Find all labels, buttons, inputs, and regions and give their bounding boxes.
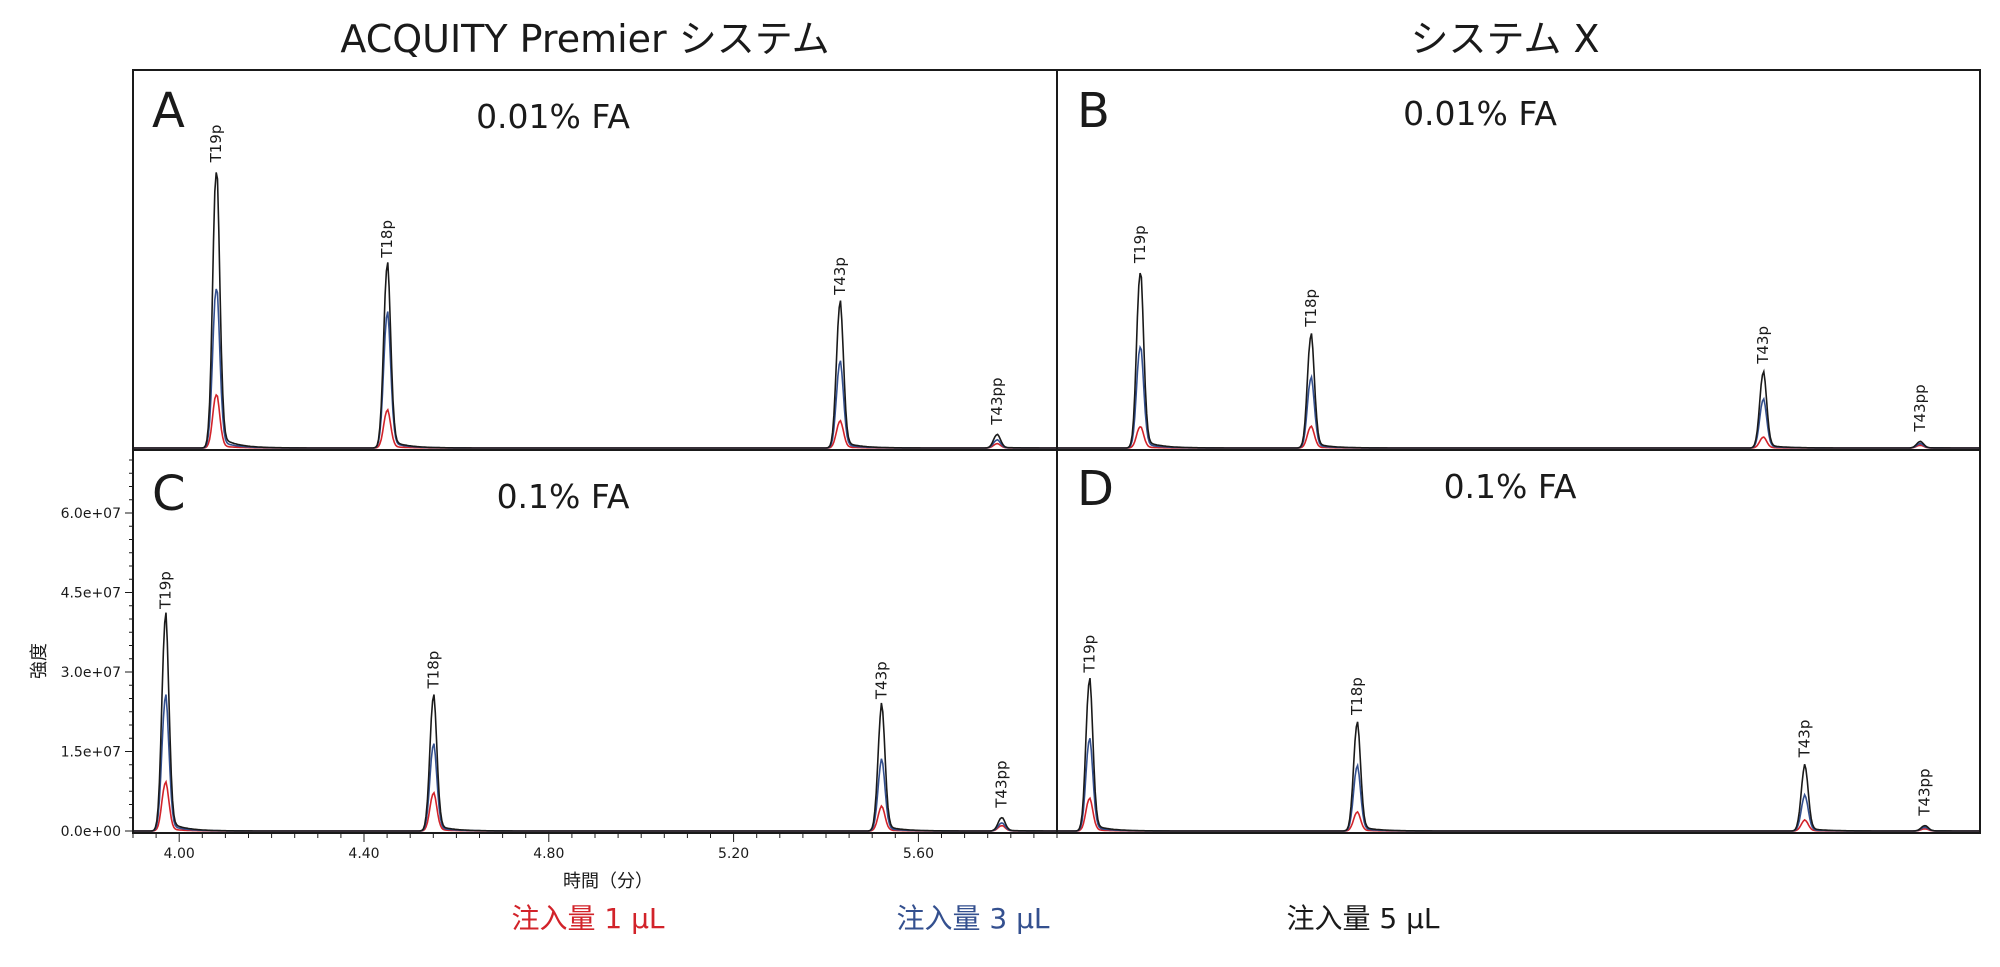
trace-1ul — [1057, 424, 1980, 449]
x-tick-label: 4.40 — [348, 846, 379, 862]
y-axis-label: 強度 — [29, 643, 50, 679]
peak-label: T19p — [156, 571, 174, 610]
trace-5ul — [133, 612, 1057, 832]
peak-label: T18p — [424, 651, 442, 690]
peak-label: T18p — [1302, 289, 1320, 328]
peak-label: T43pp — [1916, 768, 1934, 816]
x-tick-label: 5.60 — [903, 846, 934, 862]
panel-condition: 0.1% FA — [1444, 467, 1577, 506]
trace-3ul — [133, 288, 1057, 449]
peak-label: T18p — [1348, 677, 1366, 716]
trace-5ul — [1057, 677, 1980, 832]
x-axis: 4.00 4.40 4.80 5.20 5.60 — [132, 833, 1058, 862]
peak-label: T43p — [1754, 326, 1772, 365]
x-axis-label: 時間（分） — [563, 871, 653, 892]
legend-item-5ul: 注入量 5 μL — [1286, 902, 1439, 935]
panel-letter: A — [152, 83, 185, 139]
panel-condition: 0.01% FA — [1403, 94, 1557, 133]
y-tick-label: 3.0e+07 — [61, 665, 121, 681]
column-title-left: ACQUITY Premier システム — [340, 17, 829, 61]
y-axis: 6.0e+07 4.5e+07 3.0e+07 1.5e+07 0.0e+00 — [61, 459, 133, 840]
x-tick-label: 4.00 — [164, 846, 195, 862]
peak-label: T43pp — [988, 377, 1006, 425]
peak-label: T43pp — [993, 760, 1011, 808]
peak-label: T19p — [1080, 635, 1098, 674]
panel-condition: 0.01% FA — [476, 97, 630, 136]
trace-3ul — [1057, 737, 1980, 832]
y-tick-label: 1.5e+07 — [61, 745, 121, 761]
panel-D: D 0.1% FA T19p T18p T43p T43pp — [1057, 461, 1980, 832]
y-tick-label: 0.0e+00 — [61, 824, 121, 840]
peak-label: T43p — [831, 257, 849, 296]
y-tick-label: 4.5e+07 — [61, 586, 121, 602]
panel-letter: C — [152, 466, 186, 522]
peak-label: T43pp — [1911, 384, 1929, 432]
trace-1ul — [1057, 796, 1980, 832]
trace-5ul — [133, 172, 1057, 449]
legend-item-3ul: 注入量 3 μL — [896, 902, 1049, 935]
panel-condition: 0.1% FA — [497, 477, 630, 516]
panels: A 0.01% FA T19p T18p T43p T43pp B 0.01% FA T19p T… — [133, 83, 1980, 832]
trace-5ul — [1057, 272, 1980, 449]
panel-C: C 0.1% FA T19p T18p T43p T43pp — [133, 466, 1057, 832]
y-tick-label: 6.0e+07 — [61, 506, 121, 522]
panel-B: B 0.01% FA T19p T18p T43p T43pp — [1057, 83, 1980, 449]
trace-1ul — [133, 779, 1057, 832]
legend-item-1ul: 注入量 1 μL — [511, 902, 664, 935]
peak-label: T43p — [872, 661, 890, 700]
panel-letter: B — [1077, 83, 1110, 139]
panel-A: A 0.01% FA T19p T18p T43p T43pp — [133, 83, 1057, 449]
trace-3ul — [1057, 344, 1980, 449]
column-title-right: システム X — [1411, 17, 1600, 61]
panel-letter: D — [1077, 461, 1114, 517]
peak-label: T43p — [1796, 720, 1814, 759]
peak-label: T18p — [378, 220, 396, 259]
trace-1ul — [133, 393, 1057, 449]
peak-label: T19p — [1131, 225, 1149, 264]
peak-label: T19p — [207, 125, 225, 164]
x-tick-label: 4.80 — [533, 846, 564, 862]
trace-3ul — [133, 694, 1057, 832]
x-tick-label: 5.20 — [718, 846, 749, 862]
